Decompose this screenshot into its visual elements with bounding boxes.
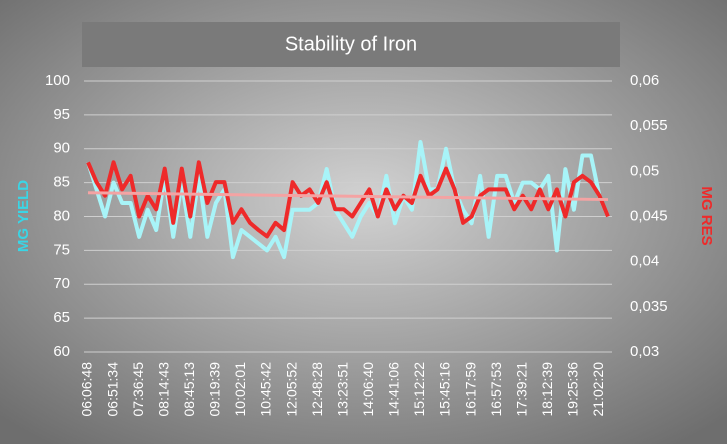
x-tick-label: 10:45:42 [258, 362, 274, 417]
x-tick-label: 14:41:06 [386, 362, 402, 417]
y2-tick-label: 0,06 [630, 72, 659, 89]
x-tick-label: 15:12:22 [411, 362, 427, 417]
series-line [86, 139, 610, 260]
y-tick-label: 60 [53, 343, 70, 360]
x-tick-label: 19:25:36 [565, 362, 581, 417]
y2-tick-label: 0,045 [630, 207, 668, 224]
x-tick-label: 09:19:39 [207, 362, 223, 417]
x-tick-label: 10:02:01 [232, 362, 248, 417]
title-bar [82, 22, 620, 67]
y2-tick-label: 0,035 [630, 298, 668, 315]
x-tick-label: 18:12:39 [539, 362, 555, 417]
x-tick-label: 07:36:45 [130, 362, 146, 417]
x-tick-label: 16:57:53 [488, 362, 504, 417]
x-tick-label: 14:06:40 [360, 362, 376, 417]
y2-axis-label: MG RES [698, 186, 715, 245]
y-tick-label: 100 [45, 72, 70, 89]
x-tick-label: 06:06:48 [79, 362, 95, 417]
y-tick-label: 85 [53, 174, 70, 191]
x-tick-label: 16:17:59 [462, 362, 478, 417]
y2-tick-label: 0,055 [630, 117, 668, 134]
x-tick-label: 17:39:21 [513, 362, 529, 417]
y-tick-label: 75 [53, 241, 70, 258]
x-tick-label: 15:45:16 [437, 362, 453, 417]
y2-tick-label: 0,03 [630, 343, 659, 360]
x-tick-label: 08:14:43 [155, 362, 171, 417]
y-tick-label: 70 [53, 275, 70, 292]
trend-line [87, 191, 609, 202]
y2-tick-label: 0,05 [630, 162, 659, 179]
x-tick-label: 13:23:51 [334, 362, 350, 417]
y-tick-label: 65 [53, 309, 70, 326]
x-tick-label: 12:48:28 [309, 362, 325, 417]
y-tick-label: 90 [53, 140, 70, 157]
chart-title: Stability of Iron [285, 33, 417, 55]
x-tick-label: 08:45:13 [181, 362, 197, 417]
x-tick-label: 06:51:34 [104, 362, 120, 417]
x-tick-label: 21:02:20 [590, 362, 606, 417]
y-tick-label: 95 [53, 106, 70, 123]
y-tick-label: 80 [53, 207, 70, 224]
x-tick-label: 12:05:52 [283, 362, 299, 417]
y2-tick-label: 0,04 [630, 253, 659, 270]
y-axis-label: MG YIELD [15, 180, 32, 252]
